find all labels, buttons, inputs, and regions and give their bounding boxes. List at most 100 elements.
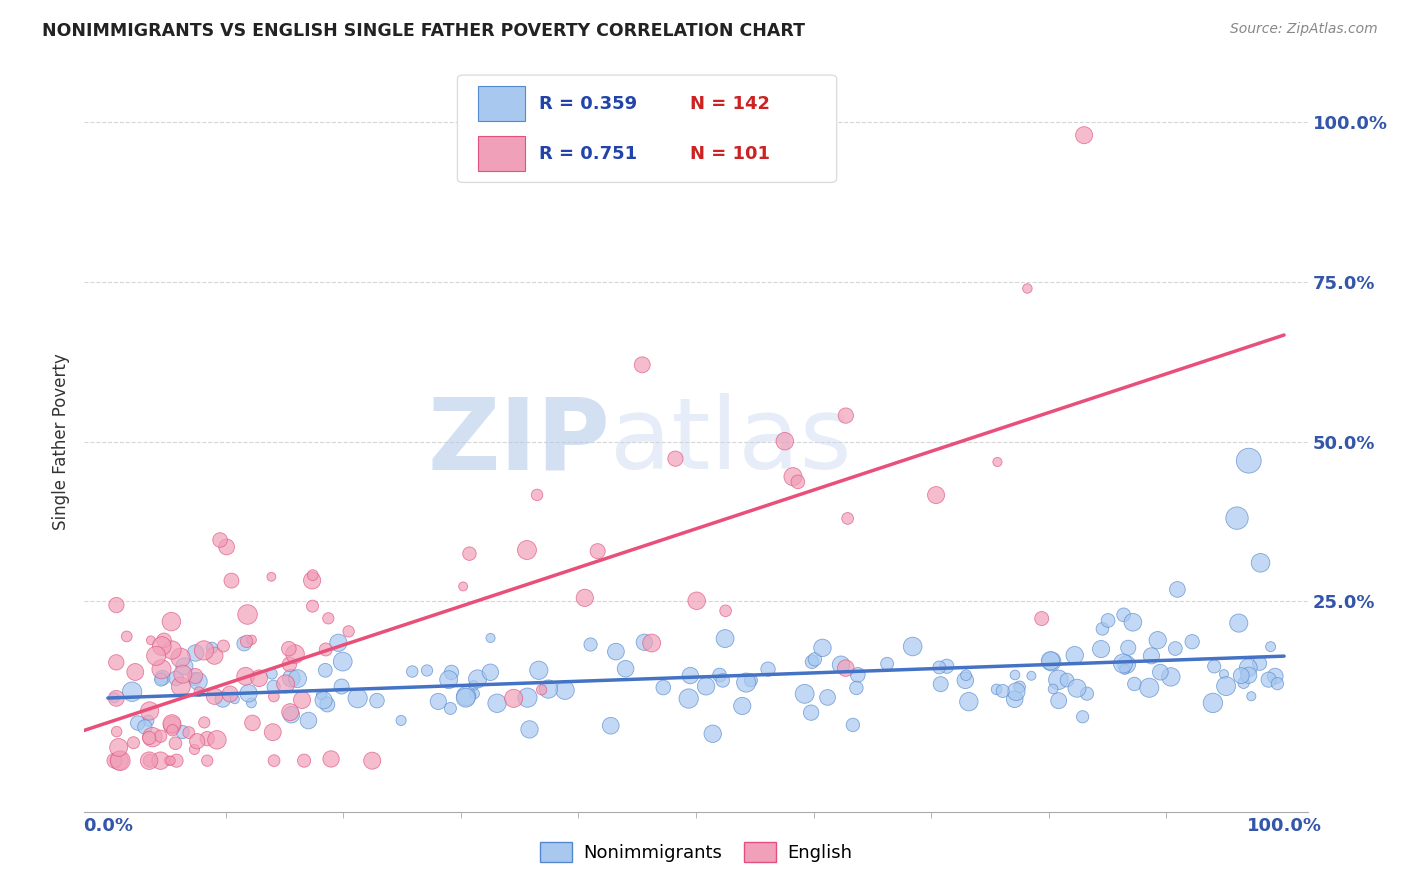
Point xyxy=(467,672,489,686)
Point xyxy=(1042,681,1064,696)
Point xyxy=(800,706,823,720)
Point xyxy=(150,673,173,687)
FancyBboxPatch shape xyxy=(457,75,837,183)
Point xyxy=(845,681,868,695)
Point xyxy=(530,682,553,697)
Point xyxy=(240,696,263,710)
Point xyxy=(291,693,314,707)
Point xyxy=(236,607,259,622)
Point xyxy=(292,754,315,768)
Point xyxy=(153,633,176,648)
Point xyxy=(835,661,858,675)
Point xyxy=(165,671,187,685)
Point xyxy=(773,434,796,449)
Point xyxy=(786,475,808,489)
Point xyxy=(846,668,869,682)
Text: R = 0.359: R = 0.359 xyxy=(540,95,637,113)
Point xyxy=(1123,677,1146,691)
Point xyxy=(157,754,180,768)
Point xyxy=(211,692,233,706)
Point xyxy=(1112,607,1135,622)
Point xyxy=(631,358,654,372)
Point xyxy=(756,662,779,676)
Point xyxy=(166,754,188,768)
Point xyxy=(263,680,285,694)
Point xyxy=(173,659,195,673)
Point xyxy=(235,634,257,648)
Point xyxy=(235,669,257,683)
Point xyxy=(177,725,200,739)
Point xyxy=(437,673,460,687)
Point xyxy=(150,662,173,676)
Point xyxy=(122,736,145,750)
Point xyxy=(138,754,160,768)
Point xyxy=(105,656,128,670)
Point xyxy=(260,570,283,584)
Point xyxy=(1004,692,1026,706)
Point xyxy=(346,691,368,706)
Point xyxy=(463,687,485,701)
Point xyxy=(1213,667,1236,681)
Point xyxy=(277,641,299,656)
Point xyxy=(1237,453,1260,467)
Point xyxy=(714,604,737,618)
Point xyxy=(187,674,209,689)
Point xyxy=(184,669,207,683)
Point xyxy=(614,662,637,676)
Point xyxy=(280,671,302,685)
Point xyxy=(1202,696,1225,710)
Point xyxy=(454,690,477,705)
Point xyxy=(1146,633,1168,648)
Point xyxy=(105,598,128,612)
Point xyxy=(1250,556,1272,570)
Point xyxy=(170,680,193,694)
Point xyxy=(1233,675,1256,690)
Point xyxy=(929,677,952,691)
Point xyxy=(319,752,342,766)
Point xyxy=(139,633,162,648)
Text: Source: ZipAtlas.com: Source: ZipAtlas.com xyxy=(1230,22,1378,37)
Point xyxy=(986,455,1008,469)
Point xyxy=(679,668,702,682)
Point xyxy=(108,754,131,768)
Point xyxy=(709,668,731,682)
Point xyxy=(1112,657,1135,671)
Point xyxy=(195,731,218,746)
FancyBboxPatch shape xyxy=(478,87,524,121)
Point xyxy=(105,691,128,706)
Point xyxy=(526,488,548,502)
Point xyxy=(301,568,323,582)
Point xyxy=(811,640,834,655)
Point xyxy=(1047,673,1070,687)
Point xyxy=(274,677,297,691)
Point xyxy=(278,705,301,719)
Point xyxy=(160,716,183,731)
Point xyxy=(204,648,226,663)
Point xyxy=(502,691,524,706)
Point xyxy=(685,594,707,608)
Point xyxy=(103,690,125,705)
Point xyxy=(1237,668,1260,682)
Text: R = 0.751: R = 0.751 xyxy=(540,145,637,163)
Point xyxy=(735,675,758,690)
Point xyxy=(554,683,576,698)
Point xyxy=(516,690,538,705)
Point xyxy=(124,665,146,679)
Point xyxy=(318,611,340,625)
Point xyxy=(159,754,181,768)
Point xyxy=(519,723,541,737)
Point xyxy=(955,668,977,682)
Point xyxy=(115,629,138,643)
Point xyxy=(103,754,125,768)
Point xyxy=(901,640,924,654)
Point xyxy=(955,673,977,688)
Point xyxy=(278,657,301,672)
Point xyxy=(714,632,737,646)
Point xyxy=(162,723,184,738)
Point xyxy=(337,624,360,639)
Point xyxy=(1166,582,1188,597)
Point xyxy=(160,643,183,657)
Point xyxy=(311,688,333,702)
Point xyxy=(925,488,948,502)
Point xyxy=(1114,662,1136,676)
